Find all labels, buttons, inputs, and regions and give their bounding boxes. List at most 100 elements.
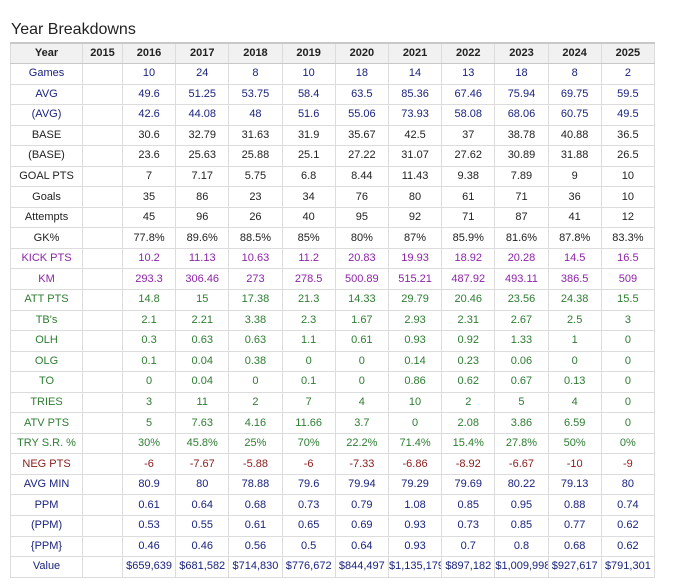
table-cell: 0.95 — [494, 494, 549, 517]
table-cell: 6.59 — [547, 412, 602, 434]
table-row: NEG PTS -6 -7.67 -5.88 -6 -7.33 -6.86 -8.92 -6.6… — [9, 453, 656, 475]
table-cell: 0.86 — [387, 371, 443, 393]
table-cell: 77.8% — [121, 227, 177, 249]
table-cell: 32.79 — [175, 124, 230, 147]
table-cell — [82, 494, 123, 517]
table-cell: 85.36 — [387, 83, 443, 106]
table-cell: 41 — [547, 206, 602, 229]
table-cell: 1.33 — [494, 330, 549, 352]
table-cell: 14.8 — [121, 289, 177, 311]
table-cell — [82, 453, 123, 475]
table-cell: $791,301 — [600, 556, 656, 578]
table-cell — [82, 124, 123, 147]
table-cell: 88.5% — [228, 227, 283, 249]
table-row: KICK PTS 10.2 11.13 10.63 11.2 20.83 19.93 18.9… — [9, 247, 656, 270]
table-cell: 14.5 — [547, 247, 602, 270]
row-label: Value — [9, 556, 84, 578]
table-cell — [82, 535, 123, 558]
table-cell — [82, 330, 123, 352]
table-row: AVG 49.6 51.25 53.75 58.4 63.5 85.36 67.46 75.94… — [9, 83, 656, 106]
table-cell: 0 — [121, 371, 177, 393]
table-cell: 0.65 — [281, 515, 336, 537]
table-cell — [82, 473, 123, 496]
table-cell — [82, 186, 123, 208]
table-row: Games 10 24 8 10 18 14 13 18 8 2 — [9, 63, 656, 85]
table-cell: 11 — [175, 391, 230, 414]
table-row: OLH 0.3 0.63 0.63 1.1 0.61 0.93 0.92 1.33 1 0 — [9, 330, 656, 352]
table-cell: 20.46 — [441, 289, 496, 311]
table-cell: 0.85 — [441, 494, 496, 517]
table-cell: 12 — [600, 206, 656, 229]
table-cell: 10 — [600, 165, 656, 188]
table-cell: 10 — [387, 391, 443, 414]
table-cell: 42.6 — [121, 104, 177, 126]
table-cell — [82, 391, 123, 414]
table-cell: 79.29 — [387, 473, 443, 496]
table-cell: 4.16 — [228, 412, 283, 434]
table-cell: 2 — [600, 63, 656, 85]
table-cell: 10.2 — [121, 247, 177, 270]
table-cell: 42.5 — [387, 124, 443, 147]
table-cell: 37 — [441, 124, 496, 147]
table-cell: 3 — [121, 391, 177, 414]
row-label: Games — [9, 63, 84, 85]
table-cell: 96 — [175, 206, 230, 229]
table-cell: 80% — [334, 227, 389, 249]
table-row: (BASE) 23.6 25.63 25.88 25.1 27.22 31.07 27.62 3… — [9, 145, 656, 167]
table-cell: 0.53 — [121, 515, 177, 537]
table-cell: 0.7 — [441, 535, 496, 558]
table-cell: 49.6 — [121, 83, 177, 106]
table-cell: 0.79 — [334, 494, 389, 517]
table-cell: $1,135,179 — [387, 556, 443, 578]
table-cell: 0.13 — [547, 371, 602, 393]
table-cell: 3.86 — [494, 412, 549, 434]
table-cell — [82, 145, 123, 167]
table-cell: 87% — [387, 227, 443, 249]
table-cell: 0 — [600, 391, 656, 414]
table-cell: 0.04 — [175, 350, 230, 373]
table-cell: 35 — [121, 186, 177, 208]
table-cell: 31.9 — [281, 124, 336, 147]
table-cell: 30.6 — [121, 124, 177, 147]
table-cell: 73.93 — [387, 104, 443, 126]
table-cell: 0.1 — [281, 371, 336, 393]
table-cell — [82, 165, 123, 188]
table-cell: 31.07 — [387, 145, 443, 167]
table-cell: 80.9 — [121, 473, 177, 496]
table-cell — [82, 515, 123, 537]
table-cell: -6.67 — [494, 453, 549, 475]
table-cell: $844,497 — [334, 556, 389, 578]
table-cell: 30% — [121, 432, 177, 455]
column-header-2018: 2018 — [228, 42, 283, 64]
table-cell: 7.89 — [494, 165, 549, 188]
table-cell: 0.56 — [228, 535, 283, 558]
table-cell — [82, 247, 123, 270]
table-cell: 0.64 — [334, 535, 389, 558]
row-label: KM — [9, 268, 84, 291]
table-cell: 5 — [121, 412, 177, 434]
row-label: TB's — [9, 309, 84, 332]
year-breakdown-table-container: Year 2015 2016 2017 2018 2019 2020 2021 2022 2023… — [9, 42, 656, 578]
table-cell: 2.31 — [441, 309, 496, 332]
table-cell: 1 — [547, 330, 602, 352]
table-cell: 25.63 — [175, 145, 230, 167]
table-cell: 22.2% — [334, 432, 389, 455]
table-cell: 0 — [334, 371, 389, 393]
table-row: Goals 35 86 23 34 76 80 61 71 36 10 — [9, 186, 656, 208]
column-header-2016: 2016 — [121, 42, 177, 64]
table-cell: 0 — [600, 371, 656, 393]
table-cell: 18 — [334, 63, 389, 85]
table-cell: 0.67 — [494, 371, 549, 393]
table-cell: 0.64 — [175, 494, 230, 517]
table-cell: 92 — [387, 206, 443, 229]
table-cell: 59.5 — [600, 83, 656, 106]
table-cell: 0.73 — [281, 494, 336, 517]
table-cell: 40 — [281, 206, 336, 229]
table-cell: 0.61 — [334, 330, 389, 352]
column-header-2017: 2017 — [175, 42, 230, 64]
table-cell: 0.61 — [228, 515, 283, 537]
table-cell: 7 — [121, 165, 177, 188]
table-row: TO 0 0.04 0 0.1 0 0.86 0.62 0.67 0.13 0 — [9, 371, 656, 393]
row-label: (AVG) — [9, 104, 84, 126]
table-cell — [82, 371, 123, 393]
